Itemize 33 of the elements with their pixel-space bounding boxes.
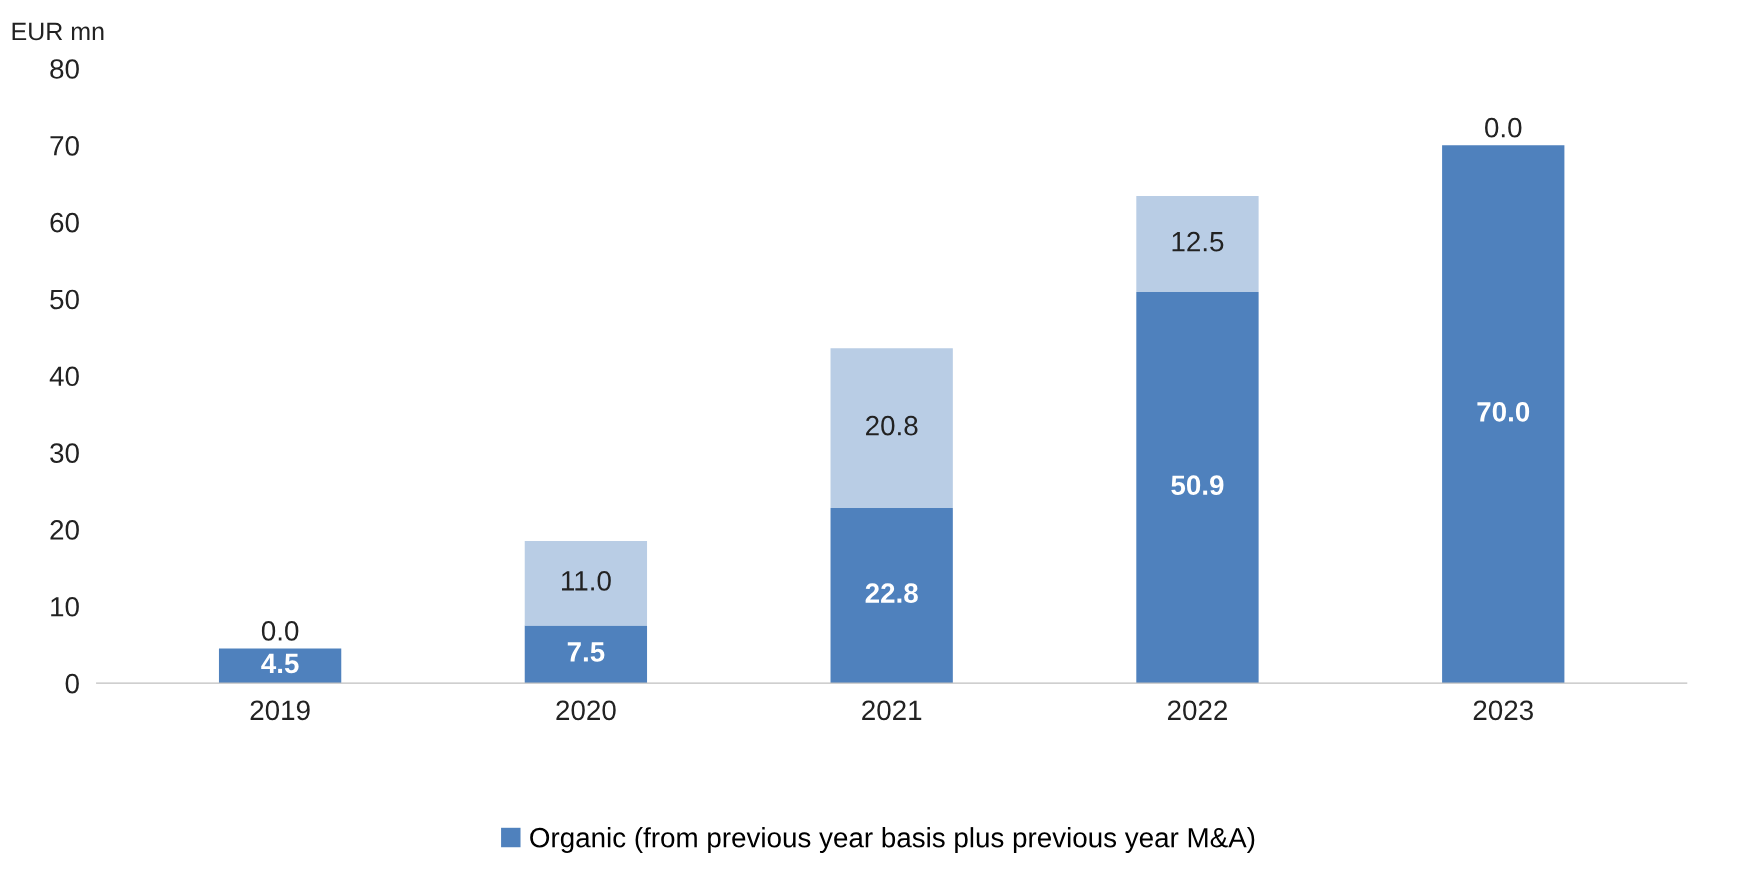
data-label: 12.5	[1172, 231, 1224, 252]
y-tick-label: 60	[50, 212, 79, 233]
data-label: 0.0	[1485, 117, 1522, 138]
x-tick-label: 2021	[862, 700, 922, 721]
y-tick-label: 30	[50, 443, 79, 463]
bar	[524, 540, 648, 626]
bar	[524, 625, 648, 684]
bar	[830, 348, 953, 508]
bar	[1136, 292, 1259, 684]
x-tick-label: 2023	[1473, 700, 1533, 721]
data-label: 22.8	[865, 583, 918, 603]
y-tick-label: 80	[50, 59, 79, 79]
x-tick-label: 2020	[556, 700, 616, 721]
y-tick-label: 50	[50, 289, 79, 310]
data-label: 20.8	[866, 415, 918, 436]
data-label: 11.0	[562, 571, 611, 591]
x-tick-label: 2022	[1167, 700, 1227, 721]
y-tick-label: 40	[49, 366, 79, 387]
y-axis-title: EUR mn	[12, 22, 104, 41]
data-label: 4.5	[261, 653, 299, 674]
bar	[1442, 145, 1565, 684]
y-tick-label: 20	[50, 520, 79, 540]
data-label: 7.5	[567, 642, 605, 662]
y-tick-label: 70	[50, 135, 79, 156]
legend-label: Organic (from previous year basis plus previous year M&A)	[530, 827, 1255, 853]
y-tick-label: 0	[65, 673, 79, 694]
x-tick-label: 2019	[250, 700, 310, 721]
data-label: 70.0	[1477, 401, 1530, 422]
y-tick-label: 10	[51, 596, 79, 617]
bar	[830, 507, 953, 684]
bar	[1136, 196, 1259, 293]
data-label: 50.9	[1171, 475, 1224, 496]
data-label: 0.0	[261, 621, 299, 641]
